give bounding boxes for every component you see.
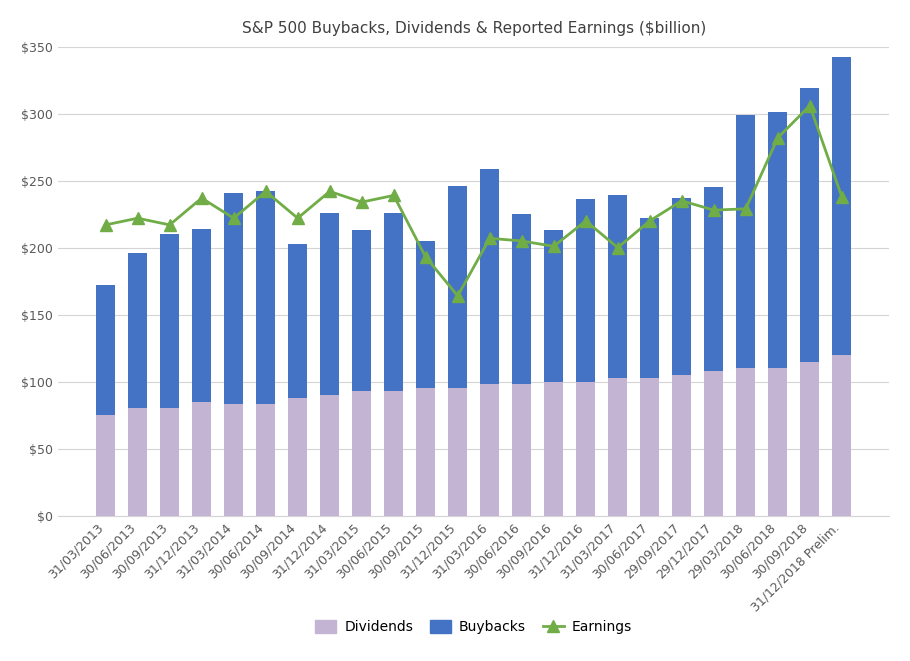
Bar: [224, 193, 243, 405]
Earnings: [484, 234, 495, 242]
Earnings: [164, 221, 175, 229]
Bar: [672, 198, 692, 375]
Bar: [352, 391, 371, 516]
Earnings: [132, 214, 143, 222]
Bar: [448, 388, 468, 516]
Earnings: [773, 134, 784, 141]
Earnings: [581, 217, 592, 225]
Earnings: [804, 102, 815, 110]
Bar: [800, 89, 819, 362]
Bar: [768, 368, 787, 516]
Earnings: [197, 194, 207, 202]
Earnings: [100, 221, 111, 229]
Bar: [416, 241, 435, 388]
Bar: [608, 196, 627, 377]
Bar: [832, 355, 852, 516]
Legend: Dividends, Buybacks, Earnings: Dividends, Buybacks, Earnings: [309, 615, 638, 640]
Bar: [128, 253, 147, 408]
Bar: [320, 395, 339, 516]
Bar: [832, 58, 852, 355]
Bar: [96, 415, 116, 516]
Bar: [576, 200, 595, 381]
Bar: [512, 214, 531, 384]
Bar: [160, 234, 179, 408]
Earnings: [612, 244, 623, 252]
Bar: [192, 229, 211, 402]
Bar: [640, 377, 660, 516]
Bar: [384, 213, 403, 391]
Bar: [160, 408, 179, 516]
Bar: [448, 186, 468, 388]
Earnings: [741, 205, 752, 213]
Earnings: [389, 192, 399, 200]
Bar: [736, 368, 755, 516]
Bar: [640, 218, 660, 377]
Earnings: [708, 206, 719, 214]
Bar: [672, 375, 692, 516]
Bar: [704, 371, 723, 516]
Bar: [320, 213, 339, 395]
Bar: [736, 115, 755, 368]
Earnings: [452, 292, 463, 300]
Earnings: [260, 188, 271, 196]
Bar: [704, 187, 723, 371]
Earnings: [228, 214, 239, 222]
Line: Earnings: Earnings: [99, 99, 848, 302]
Bar: [288, 244, 308, 398]
Bar: [256, 405, 275, 516]
Bar: [288, 398, 308, 516]
Bar: [768, 112, 787, 368]
Bar: [256, 192, 275, 405]
Earnings: [356, 198, 367, 206]
Bar: [800, 362, 819, 516]
Bar: [192, 402, 211, 516]
Earnings: [420, 253, 431, 261]
Earnings: [324, 188, 335, 196]
Bar: [128, 408, 147, 516]
Earnings: [676, 197, 687, 205]
Bar: [96, 285, 116, 415]
Bar: [384, 391, 403, 516]
Bar: [512, 384, 531, 516]
Bar: [544, 230, 563, 381]
Bar: [480, 384, 500, 516]
Bar: [544, 381, 563, 516]
Bar: [480, 169, 500, 384]
Earnings: [292, 214, 303, 222]
Bar: [352, 230, 371, 391]
Bar: [224, 405, 243, 516]
Title: S&P 500 Buybacks, Dividends & Reported Earnings ($billion): S&P 500 Buybacks, Dividends & Reported E…: [241, 21, 706, 36]
Earnings: [516, 237, 527, 245]
Bar: [608, 377, 627, 516]
Bar: [576, 381, 595, 516]
Earnings: [836, 193, 847, 201]
Earnings: [548, 243, 559, 251]
Bar: [416, 388, 435, 516]
Earnings: [644, 217, 655, 225]
